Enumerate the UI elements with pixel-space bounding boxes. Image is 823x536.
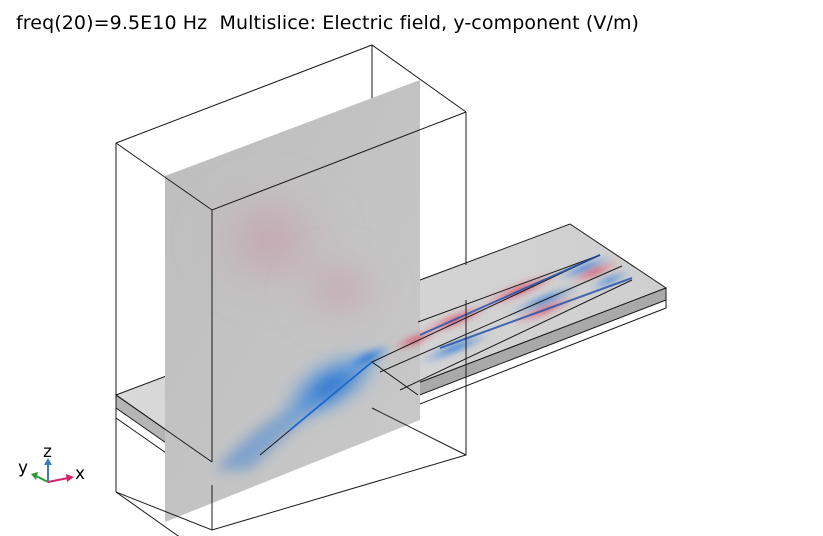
axis-triad: z x y [18, 442, 85, 484]
z-arrowhead-icon [44, 458, 52, 465]
plot-expression-label: Multislice: Electric field, y-component … [219, 12, 640, 34]
x-axis-arrow [47, 477, 69, 483]
y-axis-label: y [18, 458, 28, 478]
vertical-slice-plane [165, 80, 420, 522]
z-axis-label: z [43, 442, 52, 462]
plot-title: freq(20)=9.5E10 Hz Multislice: Electric … [16, 12, 639, 34]
airbox-front-edges [115, 111, 467, 536]
x-arrowhead-icon [66, 474, 74, 482]
y-axis-arrow [35, 475, 49, 483]
parameter-label: freq(20)=9.5E10 Hz [16, 12, 208, 34]
conductor-highlights [289, 254, 633, 431]
x-axis-label: x [75, 464, 85, 484]
y-arrowhead-icon [31, 472, 38, 480]
